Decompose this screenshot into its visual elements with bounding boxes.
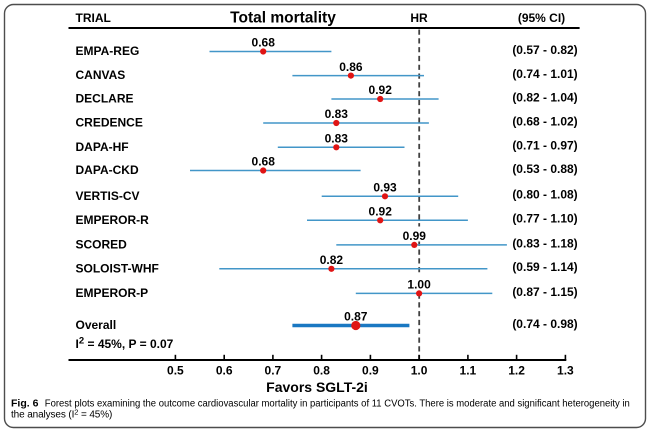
svg-text:(0.53 - 0.88): (0.53 - 0.88) — [512, 162, 577, 176]
svg-text:0.83: 0.83 — [325, 107, 349, 121]
svg-text:(0.77 - 1.10): (0.77 - 1.10) — [512, 212, 577, 226]
svg-text:Total mortality: Total mortality — [230, 9, 336, 26]
svg-text:CREDENCE: CREDENCE — [76, 116, 143, 130]
svg-text:(0.71 - 0.97): (0.71 - 0.97) — [512, 139, 577, 153]
svg-text:0.87: 0.87 — [344, 310, 368, 324]
svg-text:(0.57 - 0.82): (0.57 - 0.82) — [512, 43, 577, 57]
svg-text:(0.80 - 1.08): (0.80 - 1.08) — [512, 188, 577, 202]
svg-text:0.8: 0.8 — [313, 364, 330, 378]
svg-text:1.0: 1.0 — [411, 364, 428, 378]
svg-text:0.93: 0.93 — [373, 181, 397, 195]
svg-text:VERTIS-CV: VERTIS-CV — [76, 189, 140, 203]
svg-text:Favors SGLT-2i: Favors SGLT-2i — [266, 379, 368, 395]
svg-text:Overall: Overall — [76, 318, 117, 332]
svg-text:(0.74 - 1.01): (0.74 - 1.01) — [512, 67, 577, 81]
svg-text:(0.83 - 1.18): (0.83 - 1.18) — [512, 236, 577, 250]
svg-text:0.5: 0.5 — [167, 364, 184, 378]
svg-text:(0.59 - 1.14): (0.59 - 1.14) — [512, 260, 577, 274]
svg-text:0.7: 0.7 — [265, 364, 282, 378]
svg-text:CANVAS: CANVAS — [76, 68, 126, 82]
svg-text:0.99: 0.99 — [403, 229, 427, 243]
svg-text:HR: HR — [410, 11, 428, 25]
svg-text:(0.74 - 0.98): (0.74 - 0.98) — [512, 317, 577, 331]
svg-text:0.86: 0.86 — [339, 60, 363, 74]
svg-text:0.9: 0.9 — [362, 364, 379, 378]
svg-text:0.6: 0.6 — [216, 364, 233, 378]
svg-text:0.68: 0.68 — [252, 36, 276, 50]
svg-text:TRIAL: TRIAL — [76, 11, 111, 25]
svg-text:DECLARE: DECLARE — [76, 92, 134, 106]
svg-text:I2 = 45%, P = 0.07: I2 = 45%, P = 0.07 — [76, 336, 174, 352]
svg-text:SOLOIST-WHF: SOLOIST-WHF — [76, 261, 159, 275]
svg-text:0.92: 0.92 — [369, 83, 393, 97]
svg-text:DAPA-HF: DAPA-HF — [76, 140, 129, 154]
svg-text:1.00: 1.00 — [407, 278, 431, 292]
svg-text:EMPEROR-P: EMPEROR-P — [76, 286, 149, 300]
svg-text:(0.82 - 1.04): (0.82 - 1.04) — [512, 90, 577, 104]
svg-text:0.92: 0.92 — [369, 205, 393, 219]
svg-text:EMPEROR-R: EMPEROR-R — [76, 213, 150, 227]
svg-text:0.68: 0.68 — [252, 155, 276, 169]
svg-text:1.1: 1.1 — [460, 364, 477, 378]
svg-text:1.2: 1.2 — [508, 364, 525, 378]
svg-text:(95% CI): (95% CI) — [518, 11, 565, 25]
svg-text:the analyses (I2 = 45%): the analyses (I2 = 45%) — [11, 408, 112, 421]
svg-text:0.83: 0.83 — [325, 132, 349, 146]
svg-text:SCORED: SCORED — [76, 237, 128, 251]
svg-text:DAPA-CKD: DAPA-CKD — [76, 163, 139, 177]
svg-text:1.3: 1.3 — [557, 364, 574, 378]
svg-text:(0.87 - 1.15): (0.87 - 1.15) — [512, 285, 577, 299]
svg-text:(0.68 - 1.02): (0.68 - 1.02) — [512, 114, 577, 128]
svg-text:0.82: 0.82 — [320, 253, 344, 267]
svg-text:EMPA-REG: EMPA-REG — [76, 44, 140, 58]
